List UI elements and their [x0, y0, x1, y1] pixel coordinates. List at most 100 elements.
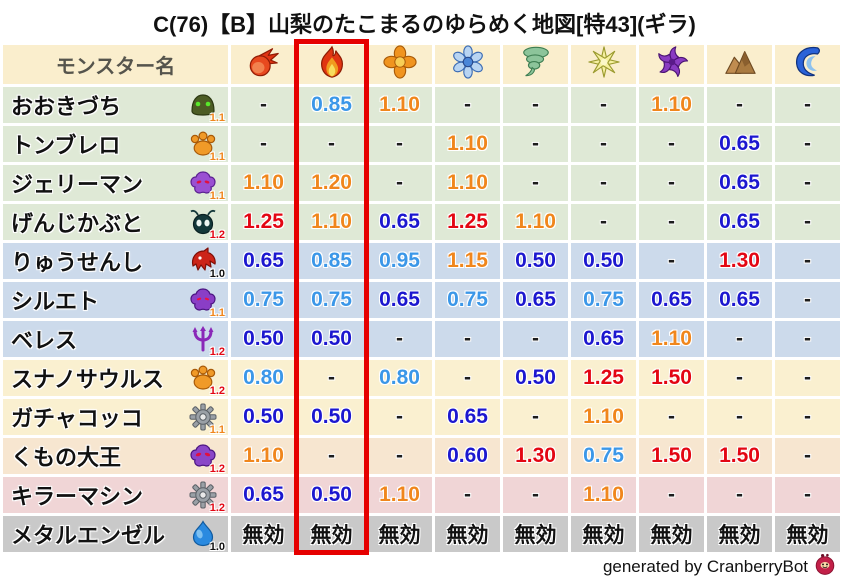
resist-value-cell: - [775, 243, 840, 279]
resist-value-cell: 0.60 [435, 438, 500, 474]
paw-icon [188, 129, 218, 159]
monster-multiplier: 1.0 [209, 268, 225, 280]
monster-icon-wrap: 1.0 [188, 519, 225, 553]
resist-value-cell: - [571, 87, 636, 123]
monster-multiplier: 1.2 [209, 463, 225, 475]
resist-value-cell: - [707, 399, 772, 435]
monster-icon-wrap: 1.2 [188, 363, 225, 397]
resist-value-cell: - [639, 126, 704, 162]
resist-value-cell: 0.75 [435, 282, 500, 318]
mountain-icon [723, 45, 757, 79]
monster-multiplier: 1.1 [209, 112, 225, 124]
resist-value-cell: - [299, 360, 364, 396]
monster-name: ガチャコッコ [11, 406, 143, 431]
monster-row: ガチャコッコ 1.1 0.50 0.50-0.65-1.10- - - [3, 399, 840, 436]
resist-value-cell: - [707, 321, 772, 357]
resist-value-cell: 1.10 [435, 165, 500, 201]
resist-value-cell: 0.95 [367, 243, 432, 279]
resist-value-cell: - [503, 321, 568, 357]
monster-name: おおきづち [11, 94, 122, 119]
monster-multiplier: 1.0 [209, 541, 225, 553]
monster-multiplier: 1.2 [209, 346, 225, 358]
monster-row: キラーマシン 1.2 0.65 0.50 1.10- -1.10- - - [3, 477, 840, 514]
monster-name-cell: くもの大王 1.2 [3, 438, 228, 475]
resist-value-cell: 無効 [503, 516, 568, 552]
element-column-header [435, 45, 500, 84]
monster-name: キラーマシン [11, 484, 144, 509]
monster-icon-wrap: 1.2 [188, 207, 225, 241]
monster-name: トンブレロ [11, 133, 121, 158]
cranberry-icon [813, 552, 837, 576]
resist-value-cell: - [367, 321, 432, 357]
monster-multiplier: 1.2 [209, 229, 225, 241]
resist-value-cell: - [435, 360, 500, 396]
wave-icon [791, 45, 825, 79]
resist-value-cell: 0.85 [299, 87, 364, 123]
gear-icon [188, 480, 218, 510]
resist-value-cell: - [639, 204, 704, 240]
resist-value-cell: 1.10 [639, 321, 704, 357]
element-column-header [639, 45, 704, 84]
green-helmet-icon [188, 90, 218, 120]
resist-value-cell: 無効 [231, 516, 296, 552]
monster-row: スナノサウルス 1.2 0.80-0.80-0.50 1.25 1.50- - [3, 360, 840, 397]
resist-value-cell: 0.65 [367, 282, 432, 318]
resist-value-cell: 0.85 [299, 243, 364, 279]
resist-value-cell: 1.10 [571, 399, 636, 435]
fireball-icon [247, 45, 281, 79]
resist-value-cell: 無効 [299, 516, 364, 552]
resist-value-cell: 0.65 [571, 321, 636, 357]
resist-value-cell: 1.10 [367, 477, 432, 513]
resist-value-cell: 0.65 [231, 477, 296, 513]
resist-value-cell: 1.10 [435, 126, 500, 162]
resist-value-cell: 0.50 [503, 243, 568, 279]
resist-value-cell: 0.75 [231, 282, 296, 318]
resist-value-cell: - [367, 438, 432, 474]
monster-name: スナノサウルス [11, 367, 164, 392]
resist-value-cell: 0.65 [503, 282, 568, 318]
resist-value-cell: 0.80 [367, 360, 432, 396]
trident-icon [188, 324, 218, 354]
resist-value-cell: 0.65 [231, 243, 296, 279]
resist-value-cell: - [775, 321, 840, 357]
monster-icon-wrap: 1.2 [188, 480, 225, 514]
resistance-table: モンスター名 おおきづち 1.1-0.85 1.10- - -1.10- - トンブレロ 1.… [0, 42, 843, 555]
resist-value-cell: 無効 [571, 516, 636, 552]
monster-row: げんじかぶと 1.2 1.25 1.10 0.65 1.25 1.10- -0.65- [3, 204, 840, 241]
purple-spider-icon [188, 441, 218, 471]
monster-icon-wrap: 1.1 [188, 168, 225, 202]
resistance-table-wrap: モンスター名 おおきづち 1.1-0.85 1.10- - -1.10- - トンブレロ 1.… [0, 39, 849, 555]
monster-multiplier: 1.1 [209, 307, 225, 319]
slime-icon [188, 519, 218, 549]
monster-row: おおきづち 1.1-0.85 1.10- - -1.10- - [3, 87, 840, 124]
element-column-header [775, 45, 840, 84]
resist-value-cell: 無効 [367, 516, 432, 552]
resist-value-cell: 0.80 [231, 360, 296, 396]
element-column-header [231, 45, 296, 84]
resist-value-cell: 1.25 [435, 204, 500, 240]
element-column-header [367, 45, 432, 84]
resist-value-cell: - [435, 321, 500, 357]
resist-value-cell: 1.10 [231, 438, 296, 474]
resist-value-cell: - [571, 165, 636, 201]
dragon-icon [188, 246, 218, 276]
monster-name-cell: おおきづち 1.1 [3, 87, 228, 124]
flame-icon [315, 45, 349, 79]
resist-value-cell: - [775, 360, 840, 396]
resist-value-cell: - [639, 165, 704, 201]
monster-name-cell: メタルエンゼル 1.0 [3, 516, 228, 553]
element-column-header [503, 45, 568, 84]
monster-row: メタルエンゼル 1.0 無効 無効 無効 無効 無効 無効 無効 無効 無効 [3, 516, 840, 553]
paw-icon [188, 363, 218, 393]
resist-value-cell: - [367, 126, 432, 162]
gear-icon [188, 402, 218, 432]
monster-row: シルエト 1.1 0.75 0.75 0.65 0.75 0.65 0.75 0.65 0.65- [3, 282, 840, 319]
footer: generated by CranberryBot [603, 552, 837, 581]
spark-icon [587, 45, 621, 79]
monster-name-cell: げんじかぶと 1.2 [3, 204, 228, 241]
monster-name: げんじかぶと [11, 211, 144, 236]
resist-value-cell: - [299, 438, 364, 474]
resist-value-cell: 1.20 [299, 165, 364, 201]
resist-value-cell: 1.50 [707, 438, 772, 474]
resist-value-cell: 0.50 [571, 243, 636, 279]
